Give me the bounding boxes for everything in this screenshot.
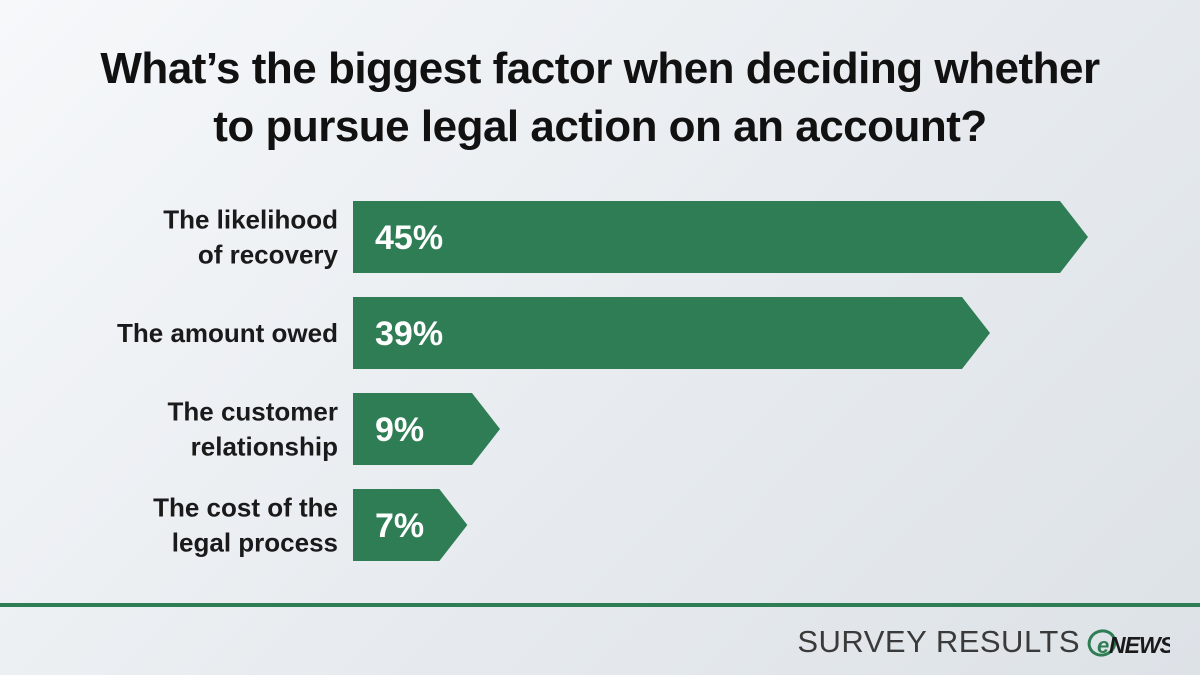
category-label-3: The cost of the legal process <box>153 493 338 558</box>
enews-logo: e NEWS <box>1086 625 1170 659</box>
category-label-3-line-0: The cost of the <box>153 493 338 523</box>
category-label-2: The customer relationship <box>168 397 339 462</box>
category-label-0-line-1: of recovery <box>198 240 339 270</box>
bar-value-label-2: 9% <box>375 411 424 449</box>
bar-chart: 45% The likelihood of recovery 39% The amoun… <box>117 201 1088 561</box>
category-label-3-line-1: legal process <box>172 528 338 558</box>
bar-value-label-3: 7% <box>375 507 424 545</box>
enews-logo-text: NEWS <box>1109 632 1170 658</box>
footer: SURVEY RESULTS e NEWS <box>797 620 1170 664</box>
category-label-1-line-0: The amount owed <box>117 318 338 348</box>
footer-label: SURVEY RESULTS <box>797 624 1080 659</box>
category-label-2-line-0: The customer <box>168 397 339 427</box>
bar-0 <box>353 201 1088 273</box>
category-label-2-line-1: relationship <box>191 432 338 462</box>
category-label-0-line-0: The likelihood <box>163 205 338 235</box>
bar-1 <box>353 297 990 369</box>
category-label-1: The amount owed <box>117 318 338 348</box>
footer-divider <box>0 603 1200 607</box>
enews-logo-e: e <box>1097 633 1109 658</box>
chart-title-line-1: What’s the biggest factor when deciding … <box>100 44 1100 93</box>
chart-title: What’s the biggest factor when deciding … <box>0 40 1200 156</box>
bar-2 <box>353 393 500 465</box>
bar-3 <box>353 489 468 561</box>
bar-value-label-1: 39% <box>375 315 443 353</box>
chart-title-line-2: to pursue legal action on an account? <box>213 102 987 151</box>
bar-value-label-0: 45% <box>375 219 443 257</box>
category-label-0: The likelihood of recovery <box>163 205 338 270</box>
